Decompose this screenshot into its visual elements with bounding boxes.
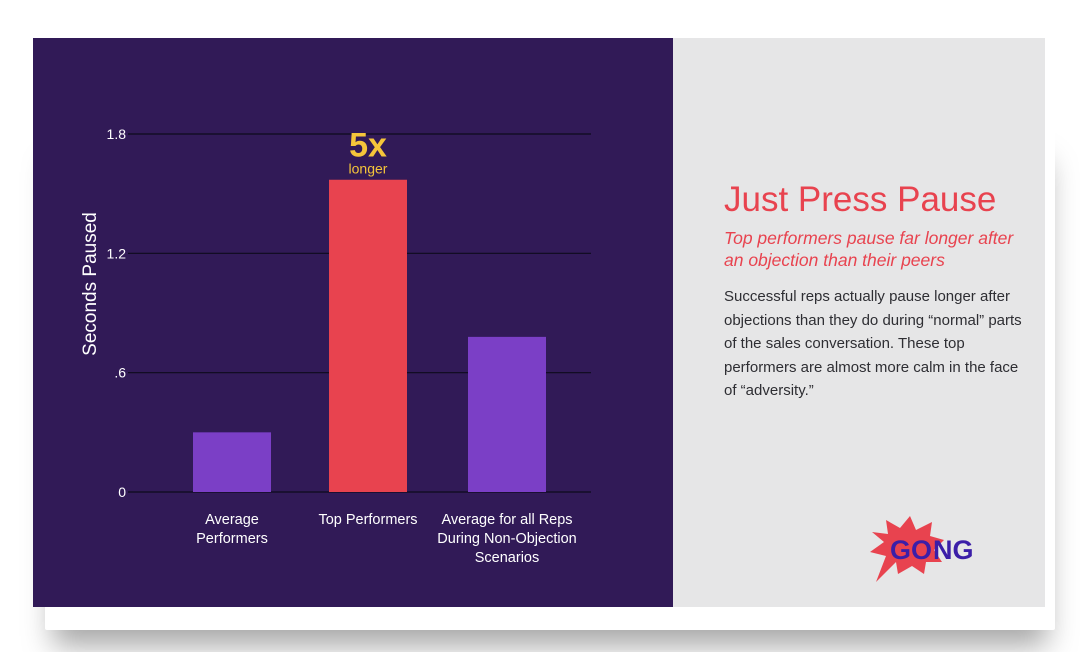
y-tick-label: .6: [114, 365, 126, 381]
annotation-multiplier: 5x: [349, 127, 387, 165]
x-category-label: Top Performers: [318, 512, 417, 528]
bar: [329, 179, 407, 492]
gong-logo: GO NG: [870, 516, 974, 582]
infographic-card: 0 .6 1.2 1.8 Average Performers Top Performers…: [33, 38, 1045, 607]
x-category-label: Average for all Reps During Non-Objection…: [437, 512, 576, 566]
panel-body: Successful reps actually pause longer af…: [724, 288, 1022, 399]
y-axis-label: Seconds Paused: [80, 212, 101, 356]
logo-burst-icon: [870, 516, 944, 582]
panel-title: Just Press Pause: [724, 180, 997, 219]
bar: [468, 336, 546, 492]
y-tick-label: 0: [118, 484, 126, 500]
x-category-label: Average Performers: [196, 512, 268, 547]
bar: [193, 432, 271, 492]
y-tick-label: 1.2: [107, 245, 127, 261]
logo-text-right: NG: [933, 535, 974, 565]
bar-chart: 0 .6 1.2 1.8 Average Performers Top Performers…: [80, 126, 591, 566]
text-panel: Just Press Pause Top performers pause fa…: [673, 38, 1045, 607]
chart-panel: 0 .6 1.2 1.8 Average Performers Top Performers…: [33, 38, 673, 607]
panel-subtitle: Top performers pause far longer after an…: [724, 228, 1014, 270]
annotation-label: longer: [349, 161, 388, 177]
logo-text-left: GO: [890, 535, 932, 565]
y-tick-label: 1.8: [107, 126, 127, 142]
